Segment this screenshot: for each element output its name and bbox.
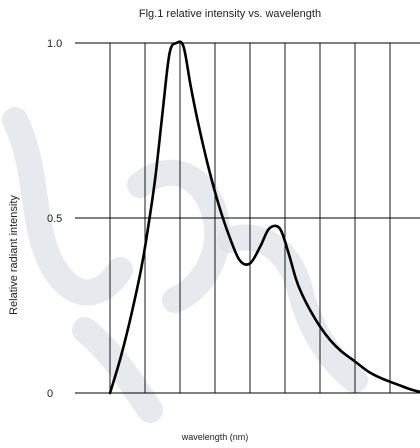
chart-title: Flg.1 relative intensity vs. wavelength xyxy=(139,8,321,20)
y-tick-label: 1.0 xyxy=(47,38,62,50)
series-line xyxy=(108,40,420,395)
watermark xyxy=(2,107,368,423)
y-axis-label: Relative radiant intensity xyxy=(8,195,20,315)
grid xyxy=(75,42,420,394)
x-axis-label: wavelength (nm) xyxy=(181,432,249,442)
y-tick-labels: 0 0.5 1.0 xyxy=(47,38,62,400)
y-tick-label: 0 xyxy=(47,388,53,400)
y-tick-label: 0.5 xyxy=(47,213,62,225)
